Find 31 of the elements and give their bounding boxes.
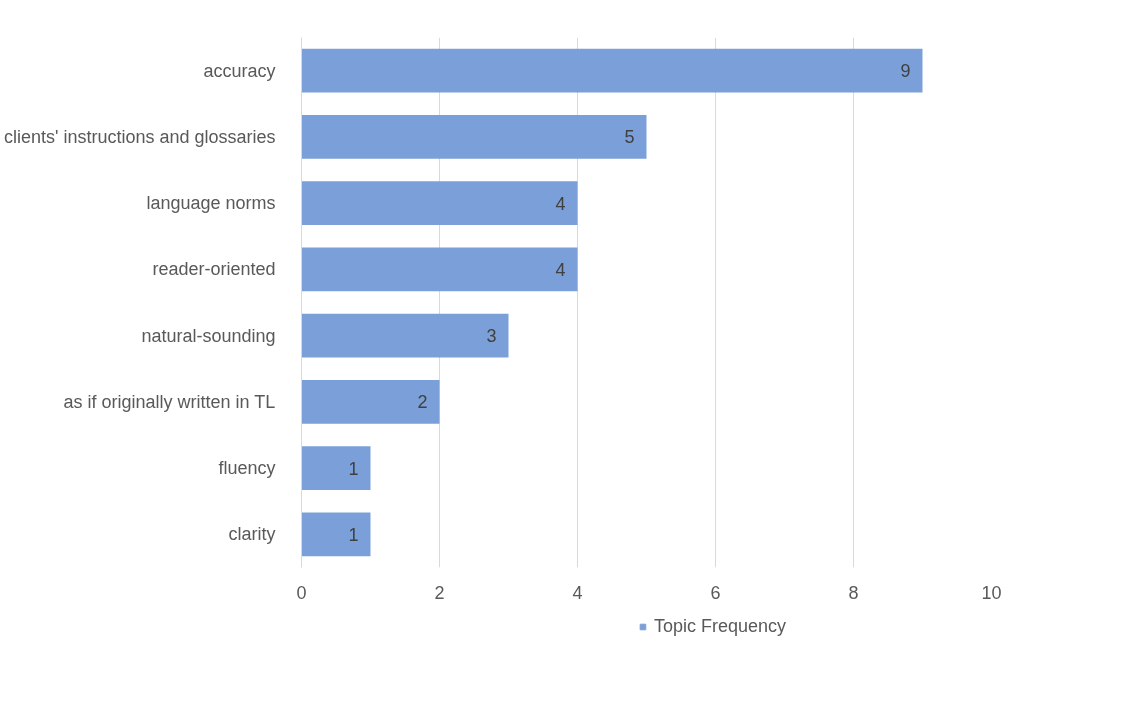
data-label: 5 (624, 127, 635, 148)
data-label: 3 (486, 326, 497, 347)
bar (301, 380, 440, 424)
y-tick-label: accuracy (203, 60, 276, 81)
data-label: 1 (348, 458, 359, 479)
x-tick-label: 0 (296, 582, 307, 603)
bar (301, 247, 578, 292)
x-tick-label: 10 (981, 582, 1002, 603)
data-label: 4 (555, 193, 566, 214)
data-label: 9 (900, 61, 911, 82)
y-tick-label: clarity (228, 524, 276, 545)
y-tick-label: as if originally written in TL (63, 391, 276, 412)
data-label: 2 (417, 392, 428, 413)
x-tick-label: 6 (710, 582, 721, 603)
bar (301, 115, 647, 159)
data-label: 1 (348, 524, 359, 545)
x-tick-label: 2 (434, 582, 445, 603)
y-tick-label: language norms (146, 193, 276, 214)
bar (301, 48, 923, 93)
y-tick-label: fluency (218, 458, 276, 479)
bar (301, 313, 509, 358)
y-tick-label: reader-oriented (152, 259, 276, 280)
legend-label: Topic Frequency (653, 615, 787, 637)
data-label: 4 (555, 259, 566, 280)
x-tick-label: 4 (572, 582, 583, 603)
bar (301, 512, 371, 557)
y-tick-label: clients' instructions and glossaries (3, 126, 276, 147)
y-tick-label: natural-sounding (141, 325, 276, 346)
bar (301, 446, 371, 490)
x-tick-label: 8 (848, 582, 859, 603)
bar (301, 181, 578, 225)
